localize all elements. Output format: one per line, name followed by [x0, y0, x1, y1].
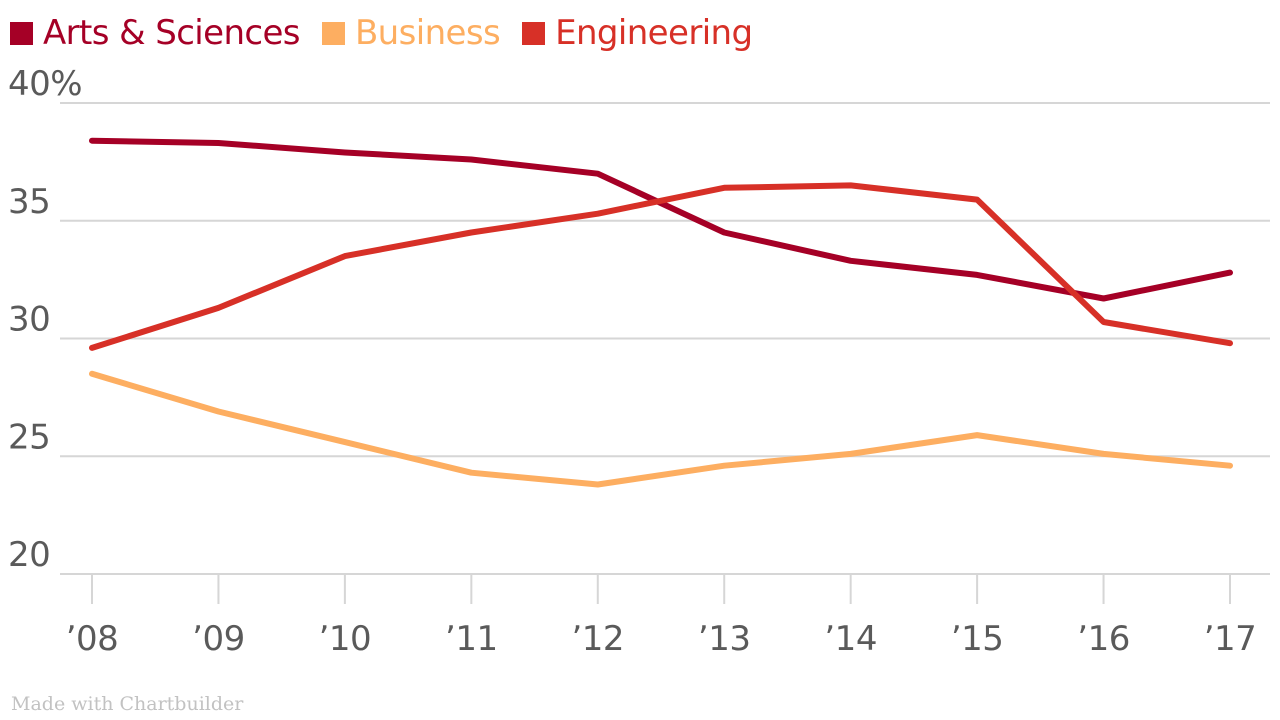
x-tick-label: ’14 — [824, 619, 877, 659]
series-line-engineering — [89, 182, 1233, 351]
x-tick-label: ’11 — [445, 619, 498, 659]
series-line-business — [89, 370, 1233, 488]
series-line-arts-sciences — [89, 137, 1233, 302]
gridlines — [60, 102, 1270, 575]
y-tick-label: 30 — [8, 300, 50, 340]
legend-item-engineering: Engineering — [522, 10, 753, 56]
x-tick-label: ’17 — [1204, 619, 1257, 659]
x-tick-label: ’09 — [192, 619, 245, 659]
y-tick-label: 25 — [8, 417, 50, 457]
y-tick-label: 20 — [8, 535, 50, 575]
x-tick-label: ’08 — [66, 619, 119, 659]
x-tick-label: ’12 — [571, 619, 624, 659]
chartbuilder-credit: Made with Chartbuilder — [11, 693, 244, 715]
y-tick-label: 35 — [8, 182, 50, 222]
series-lines — [89, 137, 1233, 488]
x-axis-labels: ’08 ’09 ’10 ’11 ’12 ’13 ’14 ’15 ’16 ’17 — [66, 619, 1257, 659]
legend: Arts & Sciences Business Engineering — [10, 10, 774, 56]
x-tick-label: ’10 — [319, 619, 372, 659]
x-tick-label: ’16 — [1077, 619, 1130, 659]
legend-swatch — [522, 21, 546, 45]
legend-item-business: Business — [321, 10, 501, 56]
legend-item-arts-sciences: Arts & Sciences — [10, 10, 301, 56]
legend-label: Engineering — [555, 13, 753, 53]
x-tick-label: ’13 — [698, 619, 751, 659]
legend-swatch — [10, 21, 33, 45]
y-tick-label: 40% — [8, 64, 82, 104]
legend-label: Arts & Sciences — [43, 13, 301, 53]
y-axis-labels: 40% 35 30 25 20 — [8, 64, 83, 575]
x-tick-label: ’15 — [951, 619, 1004, 659]
legend-swatch — [321, 21, 345, 45]
legend-label: Business — [354, 13, 501, 53]
x-axis-ticks — [91, 574, 1231, 604]
